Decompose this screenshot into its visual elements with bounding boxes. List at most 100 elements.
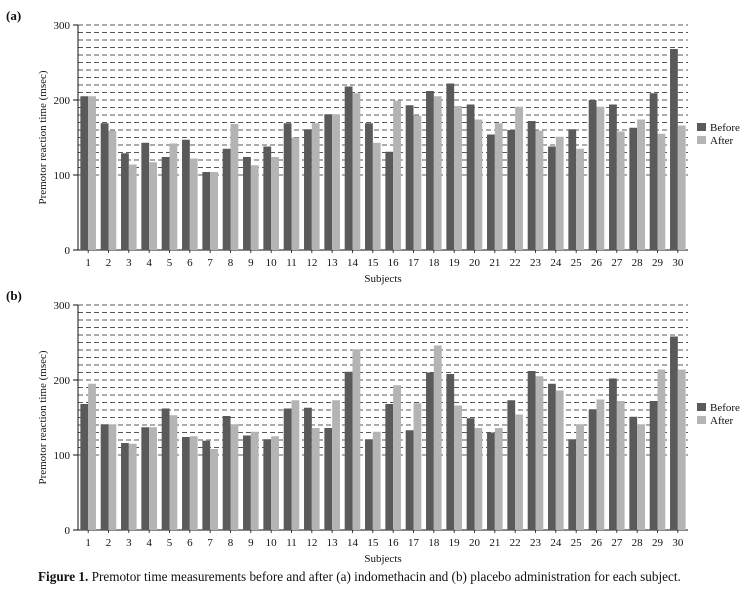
bar-before: [161, 408, 170, 530]
bar-before: [385, 404, 394, 530]
legend-label: Before: [710, 402, 740, 414]
x-tick-label: 29: [652, 537, 664, 549]
bar-before: [243, 157, 251, 250]
y-tick-label: 100: [54, 450, 71, 462]
bar-after: [189, 436, 198, 530]
bar-before: [466, 104, 475, 250]
bar-before: [466, 418, 475, 530]
bar-after: [555, 390, 564, 530]
bar-before: [487, 432, 495, 530]
legend-swatch: [697, 123, 706, 131]
bar-after: [596, 399, 605, 530]
legend-label: After: [710, 135, 734, 147]
x-tick-label: 18: [428, 537, 440, 549]
bar-before: [202, 172, 211, 250]
x-tick-label: 26: [591, 537, 603, 549]
bar-after: [433, 345, 442, 530]
bar-before: [80, 404, 89, 530]
bar-after: [576, 148, 584, 250]
bar-before: [426, 372, 434, 530]
bar-before: [324, 428, 333, 530]
bar-after: [149, 162, 157, 250]
bar-before: [446, 374, 455, 530]
x-tick-label: 7: [207, 537, 213, 549]
x-tick-label: 15: [367, 257, 379, 269]
bar-before: [405, 105, 414, 250]
bar-after: [393, 100, 401, 250]
bar-before: [385, 151, 394, 250]
bar-after: [454, 106, 462, 250]
x-tick-label: 11: [286, 537, 297, 549]
gridlines: [78, 304, 688, 456]
x-tick-label: 19: [449, 537, 461, 549]
x-tick-label: 21: [489, 257, 500, 269]
legend-swatch: [697, 416, 706, 424]
x-tick-label: 13: [327, 257, 339, 269]
bar-after: [210, 172, 218, 250]
x-tick-label: 23: [530, 537, 542, 549]
x-tick-label: 4: [146, 257, 152, 269]
bar-after: [637, 119, 645, 250]
x-tick-label: 3: [126, 257, 132, 269]
x-tick-label: 12: [306, 537, 317, 549]
bar-before: [121, 153, 129, 250]
x-tick-label: 16: [388, 537, 400, 549]
bar-before: [304, 407, 312, 530]
x-tick-label: 27: [611, 537, 623, 549]
bar-before: [527, 121, 536, 250]
bar-before: [263, 439, 272, 530]
bar-before: [588, 100, 597, 250]
bar-after: [515, 106, 523, 250]
bar-before: [222, 416, 231, 530]
x-tick-label: 10: [266, 257, 278, 269]
bar-before: [649, 401, 658, 530]
x-tick-label: 26: [591, 257, 603, 269]
bar-after: [576, 424, 584, 530]
bar-after: [637, 424, 645, 530]
bar-before: [507, 400, 516, 530]
bar-before: [568, 129, 577, 250]
bar-after: [494, 428, 503, 530]
y-axis-label: Premotor reaction time (msec): [37, 350, 49, 484]
x-tick-label: 28: [632, 257, 644, 269]
x-axis-label: Subjects: [364, 553, 401, 565]
figure-caption: Figure 1. Premotor time measurements bef…: [38, 568, 728, 585]
bar-before: [283, 123, 292, 250]
bar-after: [108, 130, 117, 250]
x-tick-label: 23: [530, 257, 542, 269]
bar-before: [548, 146, 556, 250]
x-tick-label: 30: [672, 257, 684, 269]
bar-after: [352, 93, 361, 250]
panel-label: (a): [6, 8, 21, 23]
x-tick-label: 5: [167, 537, 173, 549]
bar-after: [169, 415, 178, 530]
x-tick-label: 24: [550, 537, 562, 549]
bar-after: [393, 385, 401, 530]
bar-before: [161, 157, 170, 250]
legend-label: After: [710, 415, 734, 427]
bar-after: [210, 449, 218, 530]
x-tick-label: 20: [469, 257, 481, 269]
bar-before: [121, 443, 129, 530]
bar-after: [616, 131, 625, 250]
bar-after: [230, 124, 239, 250]
x-tick-label: 25: [571, 537, 583, 549]
x-tick-label: 27: [611, 257, 623, 269]
panel-label: (b): [6, 288, 22, 303]
bar-before: [649, 93, 658, 250]
y-tick-label: 200: [54, 375, 71, 387]
x-tick-label: 11: [286, 257, 297, 269]
bar-before: [243, 435, 251, 530]
x-tick-label: 14: [347, 537, 359, 549]
x-axis-label: Subjects: [364, 273, 401, 285]
gridlines: [78, 24, 688, 176]
y-axis-label: Premotor reaction time (msec): [37, 70, 49, 204]
bar-before: [100, 123, 109, 250]
bar-before: [609, 104, 617, 250]
bar-before: [141, 427, 150, 530]
x-tick-label: 2: [106, 257, 112, 269]
bar-after: [413, 115, 422, 250]
bar-after: [291, 137, 300, 250]
bar-after: [474, 119, 483, 250]
x-tick-label: 6: [187, 537, 193, 549]
